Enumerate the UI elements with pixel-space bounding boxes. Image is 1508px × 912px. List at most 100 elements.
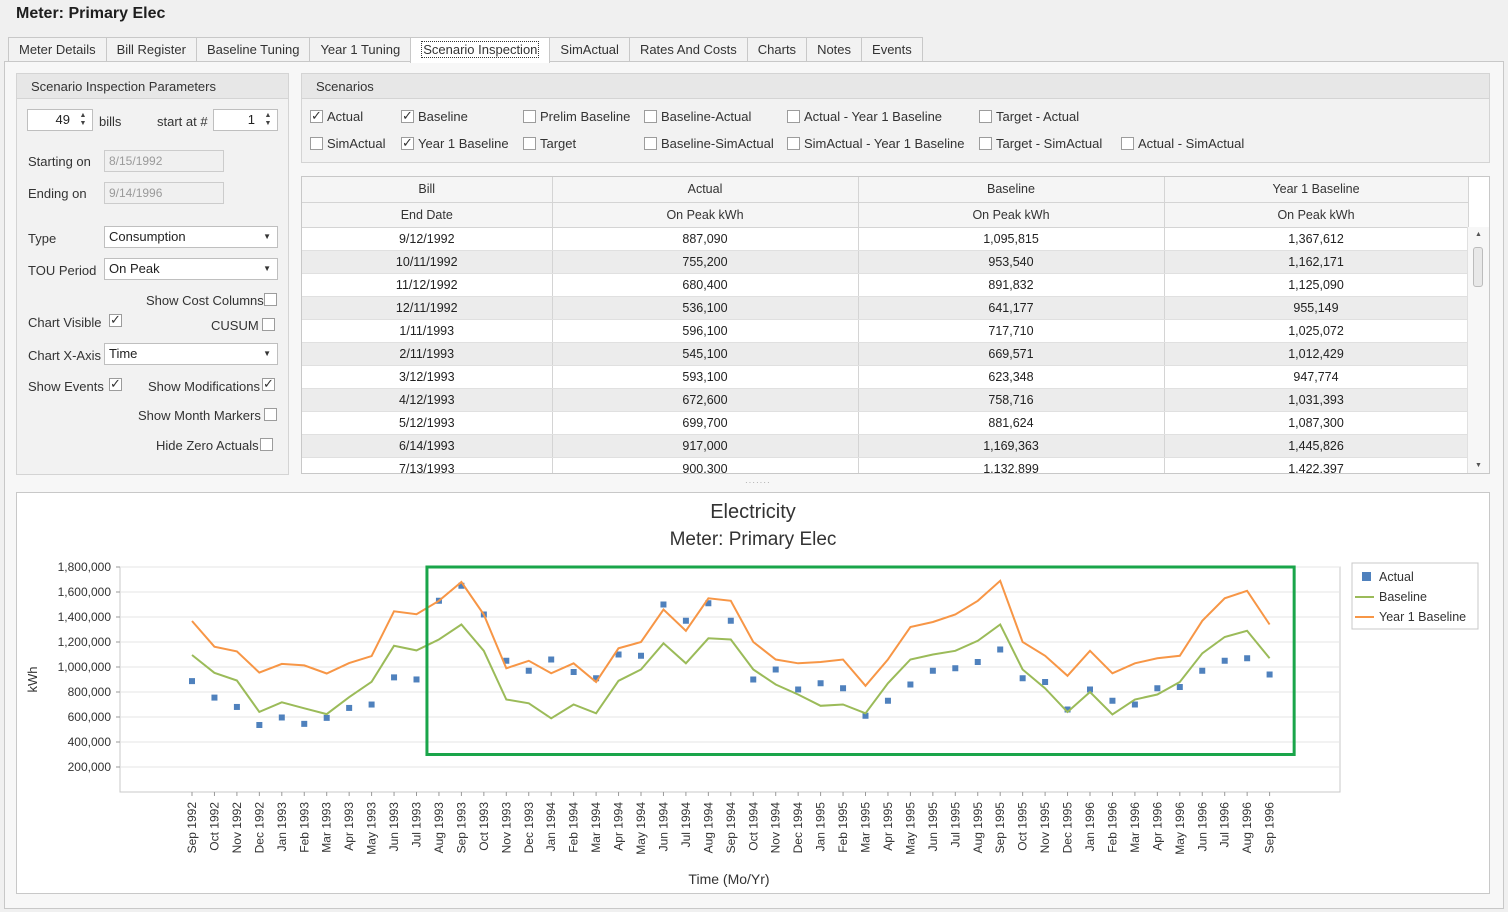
scenario-checkbox-prelim-baseline[interactable] — [523, 110, 536, 123]
column-subheader[interactable]: On Peak kWh — [858, 202, 1165, 228]
tab-scenario-inspection[interactable]: Scenario Inspection — [410, 37, 551, 63]
tab-events[interactable]: Events — [861, 37, 923, 62]
table-cell: 1,095,815 — [858, 227, 1165, 251]
scenario-checkbox-target-actual[interactable] — [979, 110, 992, 123]
x-tick-label: May 1996 — [1173, 802, 1187, 855]
scenario-checkbox-simactual-year-1-baseline[interactable] — [787, 137, 800, 150]
scenario-checkbox-baseline-simactual[interactable] — [644, 137, 657, 150]
x-tick-label: Jun 1993 — [387, 802, 401, 852]
table-cell: 699,700 — [552, 411, 859, 435]
show-cost-columns-checkbox[interactable] — [264, 293, 277, 306]
table-row[interactable]: 9/12/1992 887,090 1,095,815 1,367,612 — [302, 227, 1469, 251]
table-row[interactable]: 3/12/1993 593,100 623,348 947,774 — [302, 365, 1469, 389]
actual-point — [413, 676, 420, 683]
table-row[interactable]: 5/12/1993 699,700 881,624 1,087,300 — [302, 411, 1469, 435]
cusum-checkbox[interactable] — [262, 318, 275, 331]
table-row[interactable]: 7/13/1993 900,300 1,132,899 1,422,397 — [302, 457, 1469, 473]
scroll-down-icon[interactable]: ▼ — [1475, 462, 1482, 469]
tou-period-label: TOU Period — [28, 263, 97, 278]
tab-charts[interactable]: Charts — [746, 37, 808, 62]
scenario-checkbox-target[interactable] — [523, 137, 536, 150]
table-row[interactable]: 10/11/1992 755,200 953,540 1,162,171 — [302, 250, 1469, 274]
column-header[interactable]: Actual — [552, 177, 859, 203]
table-row[interactable]: 1/11/1993 596,100 717,710 1,025,072 — [302, 319, 1469, 343]
table-cell: 10/11/1992 — [302, 250, 553, 274]
tab-notes[interactable]: Notes — [806, 37, 863, 62]
y-tick-label: 1,200,000 — [58, 635, 112, 649]
chevron-down-icon[interactable]: ▼ — [263, 349, 271, 358]
scrollbar-thumb[interactable] — [1473, 247, 1483, 287]
table-row[interactable]: 11/12/1992 680,400 891,832 1,125,090 — [302, 273, 1469, 297]
column-subheader[interactable]: End Date — [302, 202, 553, 228]
tab-year-1-tuning[interactable]: Year 1 Tuning — [309, 37, 412, 62]
scenario-checkbox-year-1-baseline[interactable]: ✓ — [401, 135, 414, 150]
scenario-checkbox-target-simactual[interactable] — [979, 137, 992, 150]
table-cell: 2/11/1993 — [302, 342, 553, 366]
scenario-data-grid[interactable]: Bill Actual Baseline Year 1 Baseline End… — [301, 176, 1490, 474]
x-tick-label: Apr 1995 — [881, 802, 895, 851]
scenario-checkbox-actual[interactable]: ✓ — [310, 108, 323, 123]
column-header[interactable]: Bill — [302, 177, 553, 203]
chart-x-axis-label: Chart X-Axis — [28, 348, 101, 363]
tab-baseline-tuning[interactable]: Baseline Tuning — [195, 37, 311, 62]
start-at-stepper[interactable]: 1 ▲ ▼ — [213, 109, 278, 131]
table-cell: 669,571 — [858, 342, 1165, 366]
show-month-markers-checkbox[interactable] — [264, 408, 277, 421]
hide-zero-actuals-checkbox[interactable] — [260, 438, 273, 451]
table-row[interactable]: 12/11/1992 536,100 641,177 955,149 — [302, 296, 1469, 320]
chevron-down-icon[interactable]: ▼ — [263, 264, 271, 273]
x-tick-label: Jan 1995 — [814, 802, 828, 852]
actual-point — [795, 686, 802, 693]
chart-visible-checkbox[interactable]: ✓ — [109, 312, 122, 327]
tab-simactual[interactable]: SimActual — [549, 37, 630, 62]
tab-meter-details[interactable]: Meter Details — [8, 37, 107, 62]
x-tick-label: Nov 1992 — [230, 802, 244, 854]
scenario-label: Target - SimActual — [996, 136, 1103, 151]
tab-bill-register[interactable]: Bill Register — [105, 37, 197, 62]
table-row[interactable]: 2/11/1993 545,100 669,571 1,012,429 — [302, 342, 1469, 366]
x-tick-label: May 1995 — [903, 802, 917, 855]
show-modifications-label: Show Modifications — [148, 379, 260, 394]
show-events-checkbox[interactable]: ✓ — [109, 376, 122, 391]
chart-subtitle: Meter: Primary Elec — [670, 529, 837, 550]
x-tick-label: Feb 1994 — [567, 802, 581, 853]
scenario-checkbox-simactual[interactable] — [310, 137, 323, 150]
bills-stepper[interactable]: 49 ▲ ▼ — [27, 109, 93, 131]
table-cell: 6/14/1993 — [302, 434, 553, 458]
type-label: Type — [28, 231, 57, 246]
column-header[interactable]: Year 1 Baseline — [1164, 177, 1469, 203]
column-subheader[interactable]: On Peak kWh — [552, 202, 859, 228]
table-row[interactable]: 6/14/1993 917,000 1,169,363 1,445,826 — [302, 434, 1469, 458]
legend-swatch — [1362, 572, 1371, 581]
actual-point — [1199, 667, 1206, 674]
table-cell: 1,125,090 — [1164, 273, 1469, 297]
scroll-up-icon[interactable]: ▲ — [1475, 231, 1482, 238]
tou-period-select[interactable]: On Peak ▼ — [104, 258, 278, 280]
column-subheader[interactable]: On Peak kWh — [1164, 202, 1469, 228]
stepper-arrows-icon[interactable]: ▲ ▼ — [79, 112, 87, 127]
chart-title: Electricity — [710, 501, 796, 523]
chevron-down-icon[interactable]: ▼ — [263, 232, 271, 241]
scenario-checkbox-actual-year-1-baseline[interactable] — [787, 110, 800, 123]
table-cell: 900,300 — [552, 457, 859, 473]
scenario-checkbox-baseline[interactable]: ✓ — [401, 108, 414, 123]
scenario-checkbox-actual-simactual[interactable] — [1121, 137, 1134, 150]
splitter-handle[interactable]: ······· — [745, 478, 771, 487]
table-row[interactable]: 4/12/1993 672,600 758,716 1,031,393 — [302, 388, 1469, 412]
table-cell: 1,162,171 — [1164, 250, 1469, 274]
table-cell: 536,100 — [552, 296, 859, 320]
x-tick-label: Jul 1994 — [679, 802, 693, 848]
column-header[interactable]: Baseline — [858, 177, 1165, 203]
x-tick-label: Aug 1995 — [971, 802, 985, 854]
chart-x-axis-select[interactable]: Time ▼ — [104, 343, 278, 365]
x-tick-label: Aug 1994 — [701, 802, 715, 854]
grid-vertical-scrollbar[interactable]: ▲ ▼ — [1467, 227, 1489, 473]
tab-rates-and-costs[interactable]: Rates And Costs — [628, 37, 748, 62]
stepper-arrows-icon[interactable]: ▲ ▼ — [264, 112, 272, 127]
type-select[interactable]: Consumption ▼ — [104, 226, 278, 248]
actual-point — [593, 675, 600, 682]
scenario-checkbox-baseline-actual[interactable] — [644, 110, 657, 123]
table-cell: 1,025,072 — [1164, 319, 1469, 343]
scenarios-panel-title: Scenarios — [302, 74, 1489, 99]
show-modifications-checkbox[interactable]: ✓ — [262, 376, 275, 391]
